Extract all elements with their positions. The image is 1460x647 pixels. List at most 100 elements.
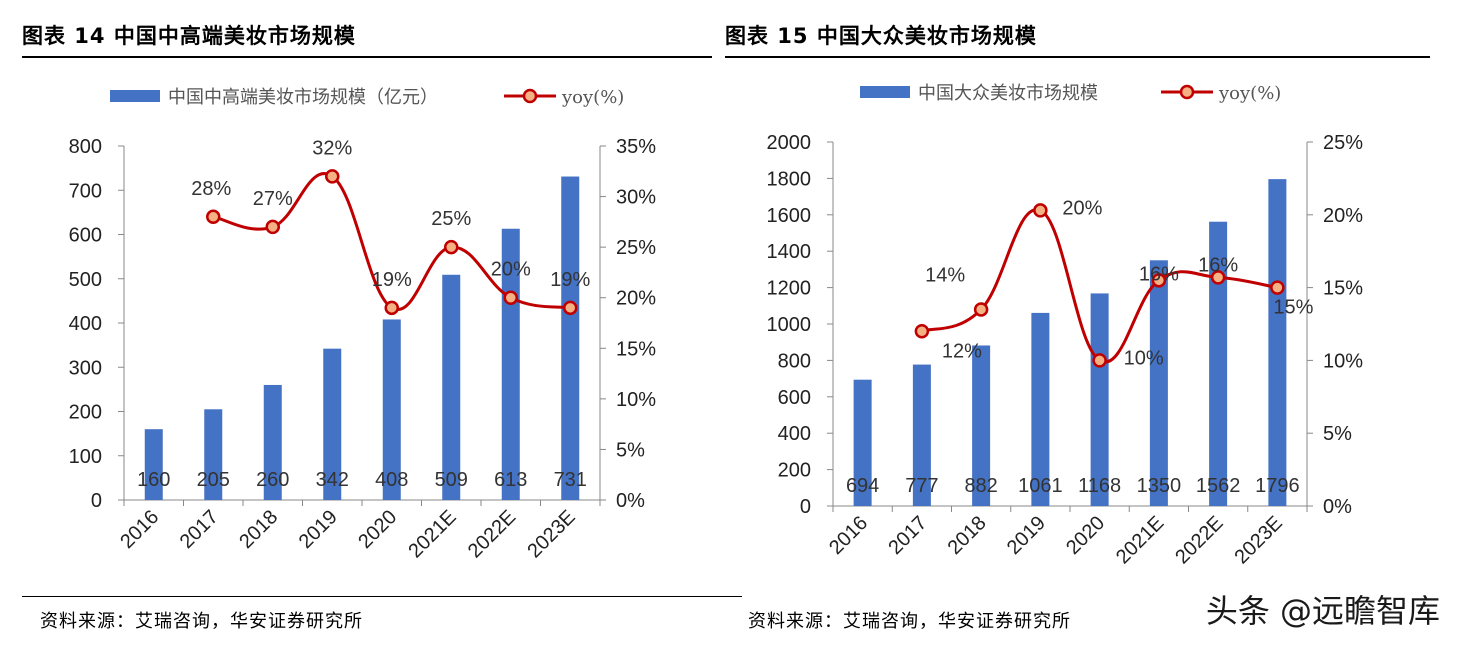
bar-value-label: 694 xyxy=(846,475,879,497)
bar-value-label: 1168 xyxy=(1078,475,1121,497)
y-right-tick-label: 10% xyxy=(1323,350,1363,372)
y-right-tick-label: 15% xyxy=(1323,278,1363,300)
bar-value-label: 1796 xyxy=(1255,475,1300,497)
x-tick-label: 2016 xyxy=(825,512,872,559)
legend-bar-label: 中国中高端美妆市场规模（亿元） xyxy=(168,87,438,108)
x-tick-label: 2022E xyxy=(1171,512,1227,568)
y-left-tick-label: 1200 xyxy=(767,278,812,300)
y-right-tick-label: 25% xyxy=(616,237,656,259)
bar xyxy=(323,348,342,500)
yoy-marker xyxy=(1270,280,1285,295)
y-left-tick-label: 600 xyxy=(69,225,102,247)
legend-line-label: yoy(%) xyxy=(1218,83,1281,104)
x-tick-label: 2021E xyxy=(404,506,460,562)
bar xyxy=(442,274,461,500)
chart-2-title-rule xyxy=(725,56,1430,58)
y-left-tick-label: 400 xyxy=(69,313,102,335)
x-tick-label: 2017 xyxy=(884,512,931,559)
y-left-tick-label: 800 xyxy=(778,350,811,372)
yoy-value-label: 20% xyxy=(1062,197,1102,219)
bar xyxy=(912,364,931,506)
yoy-marker xyxy=(1210,270,1226,285)
x-tick-label: 2020 xyxy=(354,506,401,553)
yoy-value-label: 16% xyxy=(1198,254,1238,276)
y-left-tick-label: 0 xyxy=(800,496,811,518)
bar xyxy=(853,379,872,506)
legend-bar-swatch xyxy=(110,90,160,102)
x-tick-label: 2020 xyxy=(1062,512,1109,559)
yoy-value-label: 20% xyxy=(491,259,531,281)
x-tick-label: 2019 xyxy=(1003,512,1050,559)
y-left-tick-label: 1000 xyxy=(767,314,812,336)
chart-2: 0 200 400 600 800 1000 1200 1400 1600 1800 2000 0% 5… xyxy=(767,83,1364,568)
bar xyxy=(1209,221,1228,506)
yoy-value-label: 16% xyxy=(1139,263,1179,285)
bar xyxy=(972,345,991,506)
y-left-tick-label: 1400 xyxy=(767,241,812,263)
y-right-tick-label: 20% xyxy=(1323,205,1363,227)
yoy-value-label: 32% xyxy=(312,137,352,159)
bar-value-label: 731 xyxy=(554,469,587,491)
bar-value-label: 1562 xyxy=(1196,475,1241,497)
y-right-tick-label: 0% xyxy=(1323,496,1352,518)
bar-value-label: 342 xyxy=(316,469,349,491)
yoy-value-label: 25% xyxy=(431,208,471,230)
yoy-marker xyxy=(444,239,459,255)
yoy-value-label: 19% xyxy=(372,269,412,291)
yoy-value-label: 14% xyxy=(925,264,965,286)
bar xyxy=(1149,260,1168,506)
yoy-value-label: 19% xyxy=(550,269,590,291)
chart-2-title: 图表 15 中国大众美妆市场规模 xyxy=(725,24,1037,48)
x-tick-label: 2019 xyxy=(295,506,342,553)
chart-1: 0 100 200 300 400 500 600 700 800 0% 5% 10% 15% 20% 25… xyxy=(69,87,657,562)
bar-value-label: 509 xyxy=(435,469,468,491)
chart-1-title: 图表 14 中国中高端美妆市场规模 xyxy=(22,24,356,48)
y-right-tick-label: 10% xyxy=(616,389,656,411)
bar-value-label: 260 xyxy=(256,469,289,491)
y-left-tick-label: 200 xyxy=(778,460,811,482)
yoy-marker xyxy=(206,209,221,225)
x-tick-label: 2022E xyxy=(464,506,520,562)
y-right-tick-label: 5% xyxy=(616,439,645,461)
yoy-marker xyxy=(914,324,930,339)
y-left-tick-label: 300 xyxy=(69,357,102,379)
yoy-value-label: 15% xyxy=(1273,297,1313,319)
bar-value-label: 1061 xyxy=(1018,475,1063,497)
bar xyxy=(382,319,401,500)
y-left-tick-label: 1800 xyxy=(767,168,812,190)
y-left-tick-label: 200 xyxy=(69,402,102,424)
yoy-marker xyxy=(563,300,578,316)
chart-1-title-rule xyxy=(22,56,712,58)
bar-value-label: 777 xyxy=(905,475,938,497)
yoy-value-label: 10% xyxy=(1124,347,1164,369)
y-right-tick-label: 0% xyxy=(616,490,645,512)
y-left-tick-label: 1600 xyxy=(767,205,812,227)
legend-bar-swatch xyxy=(860,86,910,98)
chart-2-source: 资料来源：艾瑞咨询，华安证券研究所 xyxy=(748,611,1071,632)
y-right-tick-label: 35% xyxy=(616,136,656,158)
y-right-tick-label: 15% xyxy=(616,338,656,360)
chart-1-source-rule xyxy=(22,596,742,597)
x-tick-label: 2017 xyxy=(176,506,223,553)
bar xyxy=(1268,179,1287,506)
y-left-tick-label: 2000 xyxy=(767,132,812,154)
bar xyxy=(1031,312,1050,506)
yoy-marker xyxy=(1151,273,1167,288)
bar-value-label: 882 xyxy=(964,475,997,497)
y-left-tick-label: 500 xyxy=(69,269,102,291)
bar-value-label: 205 xyxy=(197,469,230,491)
yoy-marker xyxy=(325,169,340,184)
yoy-marker xyxy=(265,219,280,235)
yoy-marker xyxy=(503,290,518,305)
y-left-tick-label: 100 xyxy=(69,446,102,468)
legend-bar-label: 中国大众美妆市场规模 xyxy=(918,83,1098,104)
y-right-tick-label: 20% xyxy=(616,288,656,310)
bar xyxy=(263,384,282,500)
bar xyxy=(1090,293,1109,506)
y-right-tick-label: 25% xyxy=(1323,132,1363,154)
bar xyxy=(204,409,223,500)
x-tick-label: 2021E xyxy=(1112,512,1168,568)
x-tick-label: 2018 xyxy=(235,506,282,553)
bar xyxy=(144,429,163,500)
yoy-value-label: 12% xyxy=(942,340,982,362)
